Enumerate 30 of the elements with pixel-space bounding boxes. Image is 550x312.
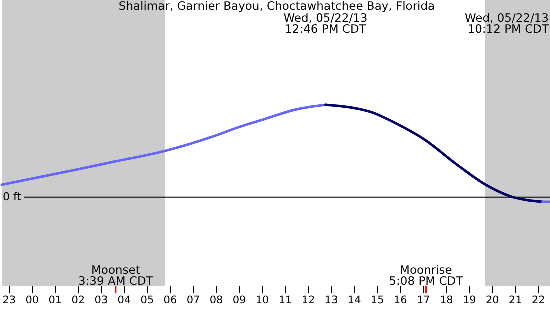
x-tick-label: 06: [164, 294, 178, 306]
chart-title: Shalimar, Garnier Bayou, Choctawhatchee Bay, Florida: [118, 0, 436, 13]
x-tick-label: 18: [440, 294, 454, 306]
x-tick-label: 14: [348, 294, 362, 306]
x-tick-label: 04: [118, 294, 132, 306]
x-tick-label: 19: [462, 294, 476, 306]
x-tick-label: 05: [140, 294, 154, 306]
x-tick-label: 01: [48, 294, 62, 306]
x-tick-label: 12: [302, 294, 316, 306]
x-tick-label: 21: [508, 294, 522, 306]
x-tick-label: 17: [416, 294, 430, 306]
x-tick-label: 08: [210, 294, 224, 306]
x-tick-label: 23: [2, 294, 16, 306]
text: Wed, 05/22/13 12:46 PM CDT: [284, 11, 368, 36]
x-tick-label: 16: [394, 294, 408, 306]
x-tick-label: 22: [532, 294, 546, 306]
ref-line-label: 0 ft: [3, 190, 22, 204]
x-tick-label: 09: [232, 294, 246, 306]
x-tick-label: 13: [324, 294, 338, 306]
ref-line-label: Moonrise 5:08 PM CDT: [389, 263, 464, 288]
x-tick-label: 20: [486, 294, 500, 306]
x-tick-label: 11: [278, 294, 292, 306]
x-tick-label: 02: [72, 294, 86, 306]
x-tick-label: 00: [26, 294, 40, 306]
x-tick-label: 10: [256, 294, 270, 306]
x-tick-label: 03: [94, 294, 108, 306]
x-tick-label: 15: [370, 294, 384, 306]
text: Wed, 05/22/13 10:12 PM CDT: [464, 11, 550, 36]
ref-line-label: Moonset 3:39 AM CDT: [78, 263, 154, 288]
x-tick-label: 07: [186, 294, 200, 306]
